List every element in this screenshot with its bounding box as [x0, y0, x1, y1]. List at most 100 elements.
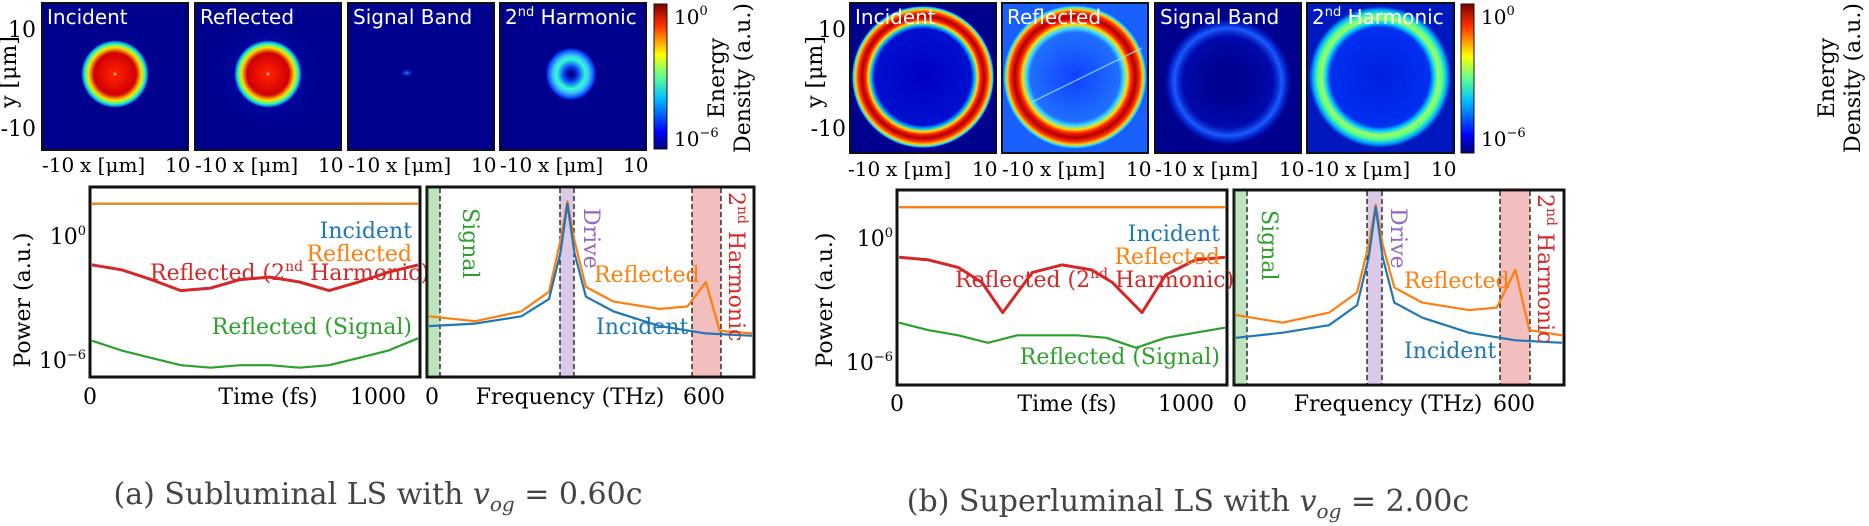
freq-x-label: Frequency (THz): [476, 385, 665, 410]
freq-series-group: [428, 200, 753, 337]
map-x-tick: 10: [1279, 157, 1304, 181]
map-x-axis-labels: -10 x [μm] 10 -10 x [μm] 10 -10 x [μm] 1…: [848, 157, 1456, 181]
map-x-tick: -10: [1002, 157, 1034, 181]
map-x-axis-labels: -10 x [μm] 10 -10 x [μm] 10 -10 x [μm] 1…: [42, 153, 648, 177]
time-x-tick: 0: [890, 392, 904, 417]
band-label-signal: Signal: [1256, 210, 1281, 281]
freq-x-tick: 600: [1493, 392, 1535, 417]
map-x-label: x [μm]: [1345, 157, 1410, 181]
map-incident: Incident: [849, 2, 997, 154]
time-series-group: [91, 202, 419, 369]
colorbar-label-2: Density (a.u.): [731, 3, 756, 153]
label-incident: Incident: [596, 315, 688, 340]
map-x-tick: 10: [1431, 157, 1456, 181]
map-x-tick: -10: [1307, 157, 1339, 181]
label-reflected: Reflected: [1114, 245, 1220, 270]
map-title: Incident: [47, 5, 128, 29]
series-incident: [1235, 206, 1563, 344]
colorbar-tick-min: 10−6: [674, 126, 719, 151]
map-x-tick: -10: [348, 153, 380, 177]
freq-x-tick: 0: [425, 385, 439, 410]
map-title: Incident: [855, 5, 936, 29]
panel-b: y [μm] 10 -10 Incident Reflected Signal …: [803, 2, 1866, 523]
label-incident: Incident: [1128, 222, 1220, 247]
time-y-label: Power (a.u.): [813, 233, 838, 368]
time-y-tick-top: 100: [50, 224, 86, 250]
map-y-axis-label: y [μm]: [0, 36, 22, 109]
series-reflected-2nd-harmonic: [898, 255, 1226, 315]
map-2nd-harmonic: 2nd Harmonic: [499, 2, 647, 151]
time-series-group: [898, 206, 1226, 349]
map-y-tick: -10: [1, 117, 36, 142]
map-signal-band: Signal Band: [347, 2, 495, 151]
map-title: 2nd Harmonic: [1312, 5, 1444, 29]
caption-a: (a) Subluminal LS with vog = 0.60c: [113, 477, 642, 516]
map-x-tick: 10: [972, 157, 997, 181]
colorbar-label-1: Energy: [1815, 37, 1840, 118]
caption-b: (b) Superluminal LS with vog = 2.00c: [907, 484, 1469, 523]
time-y-tick-top: 100: [857, 226, 893, 252]
colorbar-tick-max: 100: [674, 4, 708, 29]
label-reflected: Reflected: [594, 263, 700, 288]
map-title: Reflected: [1007, 5, 1101, 29]
map-x-tick: 10: [1126, 157, 1151, 181]
freq-plot-b: Signal Drive 2nd Harmonic Reflected Inci…: [1232, 188, 1566, 417]
map-2nd-harmonic: 2nd Harmonic: [1306, 2, 1455, 154]
label-incident: Incident: [1404, 339, 1496, 364]
map-reflected: Reflected: [194, 2, 342, 151]
label-reflected: Reflected: [1404, 269, 1510, 294]
colorbar: 100 10−6 Energy Density (a.u.): [653, 3, 756, 153]
map-x-label: x [μm]: [386, 153, 451, 177]
colorbar-label-2: Density (a.u.): [1841, 3, 1866, 153]
map-incident: Incident: [41, 2, 189, 151]
series-reflected-signal: [91, 337, 419, 369]
colorbar: 100 10−6 Energy Density (a.u.): [1460, 3, 1866, 154]
label-signal: Reflected (Signal): [212, 315, 412, 340]
map-y-axis-label: y [μm]: [803, 36, 828, 109]
map-y-tick: -10: [811, 117, 846, 142]
map-title: 2nd Harmonic: [505, 5, 637, 29]
colorbar-tick-max: 100: [1481, 4, 1515, 29]
band-label-drive: Drive: [1385, 208, 1410, 269]
label-reflected: Reflected: [306, 242, 412, 267]
map-title: Signal Band: [1160, 5, 1279, 29]
series-reflected: [1235, 203, 1563, 337]
label-harmonic: Reflected (2nd Harmonic): [955, 266, 1234, 293]
colorbar-tick-min: 10−6: [1481, 126, 1526, 151]
map-title: Signal Band: [353, 5, 472, 29]
time-y-label: Power (a.u.): [11, 233, 36, 368]
map-signal-band: Signal Band: [1154, 2, 1302, 154]
freq-x-tick: 0: [1233, 392, 1247, 417]
map-x-label: x [μm]: [233, 153, 298, 177]
map-y-tick: 10: [8, 18, 36, 43]
map-x-label: x [μm]: [886, 157, 951, 181]
map-title: Reflected: [200, 5, 294, 29]
map-x-label: x [μm]: [538, 153, 603, 177]
map-x-tick: 10: [165, 153, 190, 177]
map-x-tick: -10: [1155, 157, 1187, 181]
label-incident: Incident: [320, 219, 412, 244]
freq-x-tick: 600: [683, 385, 725, 410]
map-reflected: Reflected: [1001, 2, 1149, 154]
time-plot-b: Power (a.u.) 100 10−6 0 1000 Time (fs) I…: [813, 188, 1234, 417]
map-x-tick: -10: [500, 153, 532, 177]
time-x-label: Time (fs): [218, 385, 317, 410]
series-reflected-signal: [898, 321, 1226, 349]
time-y-tick-bottom: 10−6: [846, 350, 893, 376]
map-x-tick: -10: [195, 153, 227, 177]
band-label-signal: Signal: [457, 208, 482, 279]
freq-plot-a: Signal Drive 2nd Harmonic Reflected Inci…: [425, 185, 756, 410]
time-y-tick-bottom: 10−6: [39, 348, 86, 374]
series-reflected-2nd-harmonic: [91, 263, 419, 293]
map-x-tick: 10: [471, 153, 496, 177]
time-x-tick: 1000: [1158, 392, 1214, 417]
map-x-label: x [μm]: [1040, 157, 1105, 181]
time-x-label: Time (fs): [1017, 392, 1116, 417]
series-incident: [428, 202, 753, 337]
map-x-tick: 10: [623, 153, 648, 177]
map-x-tick: -10: [42, 153, 74, 177]
map-x-label: x [μm]: [80, 153, 145, 177]
freq-series-group: [1235, 203, 1563, 344]
panel-a: y [μm] 10 -10 Incident Reflected Signal …: [0, 2, 756, 516]
